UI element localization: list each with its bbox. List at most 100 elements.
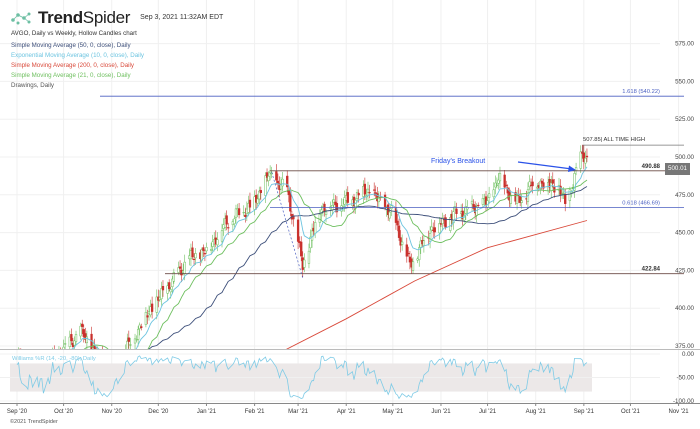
candle-body <box>115 359 117 364</box>
legend-drawings[interactable]: Drawings, Daily <box>11 82 54 89</box>
candle-body <box>422 240 426 246</box>
candle-body <box>171 278 174 288</box>
candle-body <box>135 339 138 341</box>
candle-body <box>85 336 89 344</box>
candle-body <box>477 204 480 206</box>
ema10-line <box>70 166 588 349</box>
candle-body <box>433 227 436 233</box>
candle-body <box>355 192 359 199</box>
legend-ema10[interactable]: Exponential Moving Average (10, 0, close… <box>11 52 144 59</box>
legend-sma50[interactable]: Simple Moving Average (50, 0, close), Da… <box>11 42 131 49</box>
candle-body <box>492 189 495 198</box>
candle-body <box>551 179 554 184</box>
candle-body <box>234 208 238 218</box>
candle-body <box>63 343 67 345</box>
candle-body <box>363 183 367 195</box>
candle-body <box>553 186 556 193</box>
price-tick-label: 575.00 <box>675 41 694 48</box>
candle-body <box>203 253 207 255</box>
candle-body <box>200 249 203 261</box>
candle-body <box>81 323 84 327</box>
candle-body <box>160 288 163 300</box>
header: TrendSpider Sep 3, 2021 11:32AM EDT <box>10 8 223 28</box>
candle-body <box>242 212 245 214</box>
candle-body <box>564 194 567 204</box>
candle-body <box>300 241 303 257</box>
candle-body <box>194 253 197 259</box>
candle-body <box>267 175 270 182</box>
candle-body <box>183 261 186 274</box>
candle-body <box>265 172 269 178</box>
support-label: 422.84 <box>642 267 661 273</box>
candle-body <box>256 198 259 204</box>
sma50-line <box>148 186 588 349</box>
candle-body <box>573 173 576 191</box>
date-tick-label: Nov '21 <box>668 409 689 415</box>
legend-sma21[interactable]: Simple Moving Average (21, 0, close), Da… <box>11 72 131 79</box>
trendspider-logo-icon <box>11 12 31 25</box>
candle-body <box>582 152 585 162</box>
candle-body <box>470 200 474 205</box>
candle-body <box>136 329 140 340</box>
date-tick-label: Feb '21 <box>245 409 265 415</box>
candle-body <box>449 217 452 231</box>
candle-body <box>150 303 154 312</box>
candle-body <box>205 247 208 252</box>
date-tick-label: Jul '21 <box>479 409 497 415</box>
candle-body <box>18 350 20 355</box>
candle-body <box>542 182 545 189</box>
date-tick-label: Oct '21 <box>621 409 640 415</box>
candle-body <box>84 333 87 340</box>
candle-body <box>318 214 321 223</box>
breakout-arrow <box>517 161 573 170</box>
legend-chart-title: AVGO, Daily vs Weekly, Hollow Candles ch… <box>11 30 137 37</box>
candle-body <box>264 175 267 196</box>
date-tick-label: Mar '21 <box>288 409 308 415</box>
candle-body <box>515 195 519 204</box>
candle-body <box>192 258 196 261</box>
last-price-tag: 500.01 <box>665 163 690 175</box>
candle-body <box>314 222 317 234</box>
candle-body <box>68 336 71 347</box>
candle-body <box>540 180 544 184</box>
candle-body <box>343 197 346 205</box>
candle-body <box>407 252 410 255</box>
candle-body <box>461 210 464 219</box>
candle-body <box>438 223 441 234</box>
candle-body <box>497 179 500 184</box>
candle-body <box>453 206 457 210</box>
candle-body <box>366 188 370 193</box>
fib-0618-label: 0.618 (466.69) <box>622 200 660 206</box>
date-tick-label: Oct '20 <box>54 409 73 415</box>
date-tick-label: Jan '21 <box>197 409 217 415</box>
candle-body <box>498 173 502 182</box>
candle-body <box>209 249 213 251</box>
candle-body <box>247 203 250 213</box>
candle-body <box>495 184 499 186</box>
candle-body <box>430 226 433 231</box>
candle-body <box>585 155 589 158</box>
candle-body <box>259 190 262 194</box>
candle-body <box>237 208 241 216</box>
candle-body <box>144 312 148 325</box>
candle-body <box>227 227 230 229</box>
price-tick-label: 475.00 <box>675 192 694 199</box>
date-tick-label: Dec '20 <box>148 409 169 415</box>
sma200-line <box>286 220 588 349</box>
candle-body <box>399 237 402 246</box>
sma21-line <box>83 179 588 349</box>
candle-body <box>289 191 292 212</box>
candle-body <box>90 333 93 349</box>
candle-body <box>253 196 256 210</box>
legend-sma200[interactable]: Simple Moving Average (200, 0, close), D… <box>11 62 135 69</box>
candle-body <box>320 209 323 214</box>
candle-body <box>324 211 328 215</box>
copyright: ©2021 TrendSpider <box>10 419 58 425</box>
candle-body <box>127 337 130 342</box>
candle-body <box>310 230 314 241</box>
price-tick-label: 375.00 <box>675 343 694 350</box>
candle-body <box>93 346 96 349</box>
candle-body <box>155 296 158 313</box>
candle-body <box>503 174 506 188</box>
